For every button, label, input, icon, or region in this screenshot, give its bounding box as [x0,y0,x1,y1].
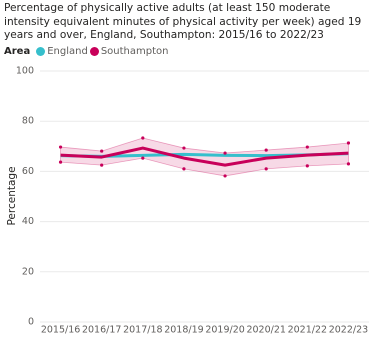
legend-item: England [36,46,88,57]
x-tick-label: 2021/22 [288,325,327,336]
x-tick-label: 2015/16 [41,325,80,336]
x-tick-label: 2017/18 [123,325,162,336]
ci-marker [100,149,104,153]
x-tick-label: 2016/17 [82,325,121,336]
ci-marker [223,174,227,178]
legend-swatch [89,47,99,56]
ci-marker [264,148,268,152]
ci-marker [182,146,186,150]
series-line [60,146,349,167]
ci-marker [141,136,145,140]
y-tick-label: 100 [16,66,34,77]
x-tick-label: 2019/20 [205,325,244,336]
legend-label: Southampton [100,46,169,57]
ci-marker [264,167,268,171]
x-tick-label: 2020/21 [246,325,285,336]
ci-marker [58,160,63,164]
ci-marker [346,141,351,145]
x-tick-label: 2018/19 [164,325,203,336]
x-tick-label: 2022/23 [329,325,368,336]
ci-marker [58,145,63,149]
ci-marker [223,151,227,155]
y-axis-label: Percentage [6,166,18,225]
ci-marker [141,156,145,160]
y-tick-label: 40 [22,216,34,227]
chart-title: Percentage of physically active adults (… [4,2,362,41]
legend-title: Area [4,46,31,57]
y-tick-label: 60 [22,166,34,177]
ci-marker [305,145,309,149]
y-tick-label: 0 [28,317,34,328]
ci-marker [182,167,186,171]
y-tick-label: 20 [22,266,34,277]
ci-marker [100,163,104,167]
y-tick-label: 80 [22,116,34,127]
legend-swatch [36,47,46,56]
ci-marker [305,164,309,168]
legend-label: England [47,46,88,57]
legend: Area England Southampton [4,46,170,57]
legend-item: Southampton [89,46,169,57]
ci-marker [346,162,351,166]
